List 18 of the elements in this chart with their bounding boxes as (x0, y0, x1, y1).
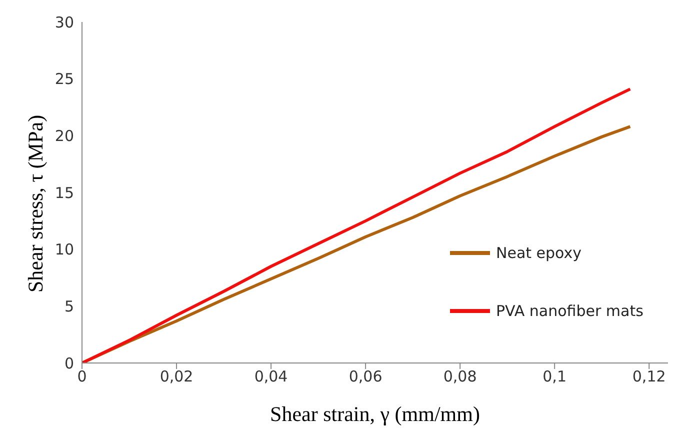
legend-label: Neat epoxy (496, 244, 582, 262)
y-axis-title: Shear stress, τ (MPa) (23, 114, 48, 292)
y-tick-label: 5 (64, 297, 74, 316)
legend-label: PVA nanofiber mats (496, 302, 644, 320)
x-tick-label: 0,06 (348, 368, 382, 386)
x-axis-title: Shear strain, γ (mm/mm) (270, 402, 480, 426)
y-tick-label: 0 (64, 354, 74, 372)
x-tick-label: 0,02 (160, 368, 194, 386)
x-tick-label: 0,12 (632, 368, 666, 386)
y-tick-label: 20 (54, 126, 74, 145)
x-tick-label: 0,04 (254, 368, 288, 386)
y-tick-label: 15 (54, 184, 74, 202)
y-tick-label: 30 (54, 13, 74, 32)
x-tick-label: 0,08 (443, 368, 477, 386)
x-tick-label: 0,1 (542, 368, 567, 386)
y-tick-label: 25 (54, 70, 74, 88)
y-tick-label: 10 (54, 240, 74, 259)
x-tick-label: 0 (77, 368, 87, 386)
